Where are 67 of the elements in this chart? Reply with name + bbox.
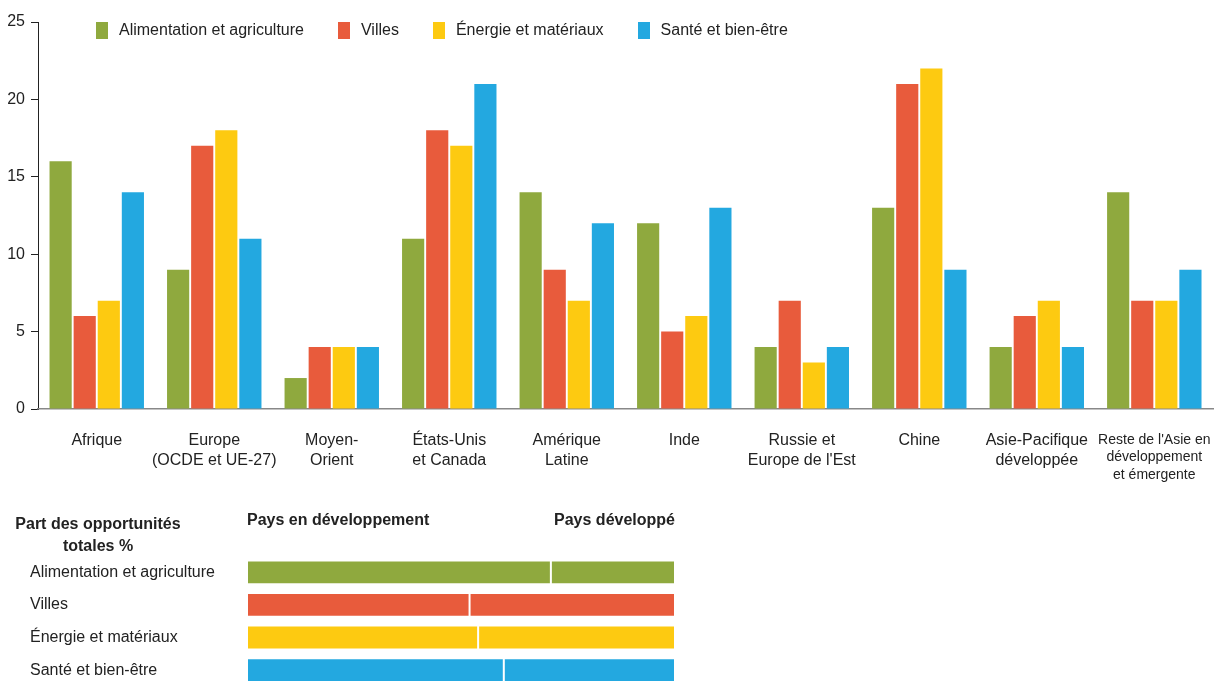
bar xyxy=(567,300,590,409)
y-tick-label: Santé et bien-être xyxy=(30,660,158,678)
y-tick-label: 15 xyxy=(7,167,26,185)
bar xyxy=(591,223,614,409)
bar xyxy=(1037,300,1060,409)
x-tick-label: Amérique Latine xyxy=(532,431,602,469)
legend-label: Énergie et matériaux xyxy=(455,20,604,40)
x-tick-label: Russie et Europe de l'Est xyxy=(747,431,857,469)
bar xyxy=(543,269,566,409)
bar xyxy=(920,68,943,409)
text: Pays développé xyxy=(554,511,676,529)
bar xyxy=(215,130,238,409)
bar xyxy=(284,378,307,409)
bar xyxy=(826,347,849,409)
bar xyxy=(308,347,331,409)
y-tick-label: 20 xyxy=(7,89,26,107)
bar xyxy=(73,316,96,409)
bar xyxy=(1179,269,1202,409)
bar xyxy=(1061,347,1085,409)
bar xyxy=(709,207,732,409)
bar xyxy=(402,238,425,409)
y-tick-label: 5 xyxy=(16,322,26,340)
x-tick-label: États-Unis et Canada xyxy=(412,430,487,469)
bar xyxy=(239,238,262,409)
legend-label: Santé et bien-être xyxy=(660,20,788,40)
bar xyxy=(989,347,1012,409)
x-tick-label: Asie-Pacifique développée xyxy=(985,431,1089,469)
legend-label: Alimentation et agriculture xyxy=(119,20,304,40)
y-tick-label: Énergie et matériaux xyxy=(30,626,178,645)
bar xyxy=(167,269,190,409)
bar xyxy=(426,130,449,409)
x-tick-label: Chine xyxy=(898,431,941,449)
bar xyxy=(637,223,660,409)
x-tick-label: Inde xyxy=(668,431,700,449)
bar xyxy=(1155,300,1178,409)
bar xyxy=(754,347,777,409)
text: Pays en développement xyxy=(247,511,430,529)
bar xyxy=(1131,300,1154,409)
y-tick-label: Alimentation et agriculture xyxy=(30,562,216,580)
bar xyxy=(191,145,214,409)
text: Part des opportunités totales % xyxy=(14,514,182,556)
bar xyxy=(896,83,919,409)
x-tick-label: Afrique xyxy=(71,431,123,449)
bar xyxy=(685,316,708,409)
bar xyxy=(474,83,497,409)
y-tick-label: Villes xyxy=(30,595,68,613)
bar xyxy=(778,300,801,409)
bar xyxy=(49,161,72,409)
y-tick-label: 0 xyxy=(16,399,26,417)
bar xyxy=(97,300,120,409)
y-tick-label: 25 xyxy=(7,12,26,30)
bar xyxy=(332,347,355,409)
x-tick-label: Moyen- Orient xyxy=(305,431,359,469)
y-tick-label: 10 xyxy=(7,244,26,262)
x-tick-label: Reste de l'Asie en développement et émergente xyxy=(1098,430,1211,482)
bar xyxy=(519,192,542,409)
bar xyxy=(944,269,967,409)
bar xyxy=(1107,192,1130,409)
bar xyxy=(1013,316,1036,409)
bar xyxy=(802,362,825,409)
bar xyxy=(872,207,895,409)
bar xyxy=(450,145,473,409)
bar xyxy=(356,347,379,409)
x-tick-label: Europe (OCDE et UE-27) xyxy=(152,431,277,469)
bar xyxy=(661,331,684,409)
bar xyxy=(121,192,144,409)
legend-label: Villes xyxy=(360,20,399,40)
